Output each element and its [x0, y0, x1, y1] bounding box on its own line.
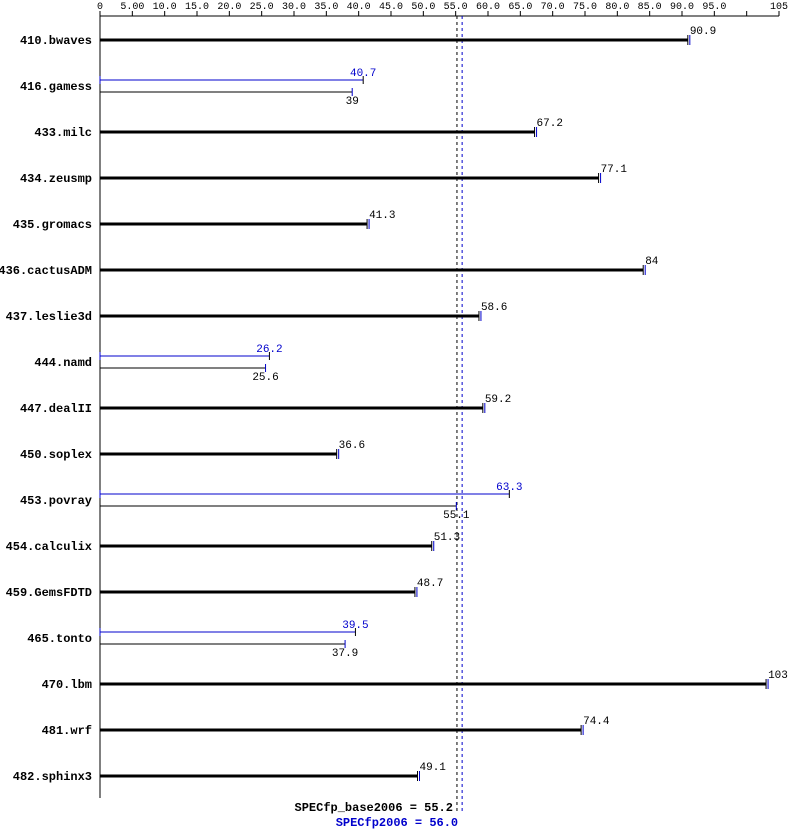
- benchmark-label: 416.gamess: [20, 80, 92, 94]
- x-tick-label: 30.0: [282, 2, 306, 13]
- base-value-label: 77.1: [601, 164, 628, 176]
- benchmark-label: 465.tonto: [27, 632, 92, 646]
- x-tick-label: 90.0: [670, 2, 694, 13]
- x-tick-label: 60.0: [476, 2, 500, 13]
- benchmark-label: 435.gromacs: [13, 218, 92, 232]
- benchmark-label: 481.wrf: [42, 724, 92, 738]
- benchmark-label: 410.bwaves: [20, 34, 92, 48]
- base-value-label: 59.2: [485, 394, 511, 406]
- benchmark-label: 482.sphinx3: [13, 770, 92, 784]
- peak-value-label: 63.3: [496, 482, 522, 494]
- base-value-label: 41.3: [369, 210, 395, 222]
- x-tick-label: 5.00: [120, 2, 144, 13]
- x-tick-label: 35.0: [314, 2, 338, 13]
- base-value-label: 49.1: [420, 762, 447, 774]
- base-value-label: 103: [768, 670, 788, 682]
- base-value-label: 58.6: [481, 302, 507, 314]
- base-value-label: 48.7: [417, 578, 443, 590]
- base-value-label: 84: [645, 256, 659, 268]
- base-value-label: 37.9: [332, 648, 358, 660]
- base-value-label: 25.6: [252, 372, 278, 384]
- x-tick-label: 105: [770, 2, 788, 13]
- benchmark-label: 453.povray: [20, 494, 92, 508]
- benchmark-label: 447.dealII: [20, 402, 92, 416]
- base-value-label: 67.2: [537, 118, 563, 130]
- benchmark-label: 436.cactusADM: [0, 264, 92, 278]
- x-tick-label: 55.0: [444, 2, 468, 13]
- x-tick-label: 45.0: [379, 2, 403, 13]
- summary-base-label: SPECfp_base2006 = 55.2: [295, 801, 453, 815]
- x-tick-label: 50.0: [411, 2, 435, 13]
- base-value-label: 36.6: [339, 440, 365, 452]
- x-tick-label: 65.0: [508, 2, 532, 13]
- x-tick-label: 15.0: [185, 2, 209, 13]
- x-tick-label: 80.0: [605, 2, 629, 13]
- x-tick-label: 85.0: [638, 2, 662, 13]
- summary-peak-label: SPECfp2006 = 56.0: [336, 816, 458, 830]
- x-tick-label: 20.0: [217, 2, 241, 13]
- benchmark-label: 454.calculix: [6, 540, 92, 554]
- x-tick-label: 10.0: [153, 2, 177, 13]
- benchmark-label: 450.soplex: [20, 448, 92, 462]
- base-value-label: 74.4: [583, 716, 610, 728]
- peak-value-label: 39.5: [342, 620, 368, 632]
- x-tick-label: 40.0: [347, 2, 371, 13]
- base-value-label: 90.9: [690, 26, 716, 38]
- base-value-label: 51.3: [434, 532, 460, 544]
- x-tick-label: 25.0: [250, 2, 274, 13]
- benchmark-label: 433.milc: [34, 126, 92, 140]
- base-value-label: 39: [346, 96, 359, 108]
- benchmark-label: 437.leslie3d: [6, 310, 92, 324]
- x-tick-label: 75.0: [573, 2, 597, 13]
- peak-value-label: 26.2: [256, 344, 282, 356]
- peak-value-label: 40.7: [350, 68, 376, 80]
- base-value-label: 55.1: [443, 510, 470, 522]
- x-tick-label: 70.0: [541, 2, 565, 13]
- benchmark-label: 470.lbm: [42, 678, 92, 692]
- spec-benchmark-chart: 0 5.00 10.0 15.0 20.0 25.0 30.0 35.0 40.0 45.0 50.…: [0, 0, 799, 831]
- x-tick-label: 95.0: [702, 2, 726, 13]
- benchmark-label: 459.GemsFDTD: [6, 586, 92, 600]
- benchmark-label: 434.zeusmp: [20, 172, 92, 186]
- benchmark-label: 444.namd: [34, 356, 92, 370]
- x-tick-label: 0: [97, 2, 103, 13]
